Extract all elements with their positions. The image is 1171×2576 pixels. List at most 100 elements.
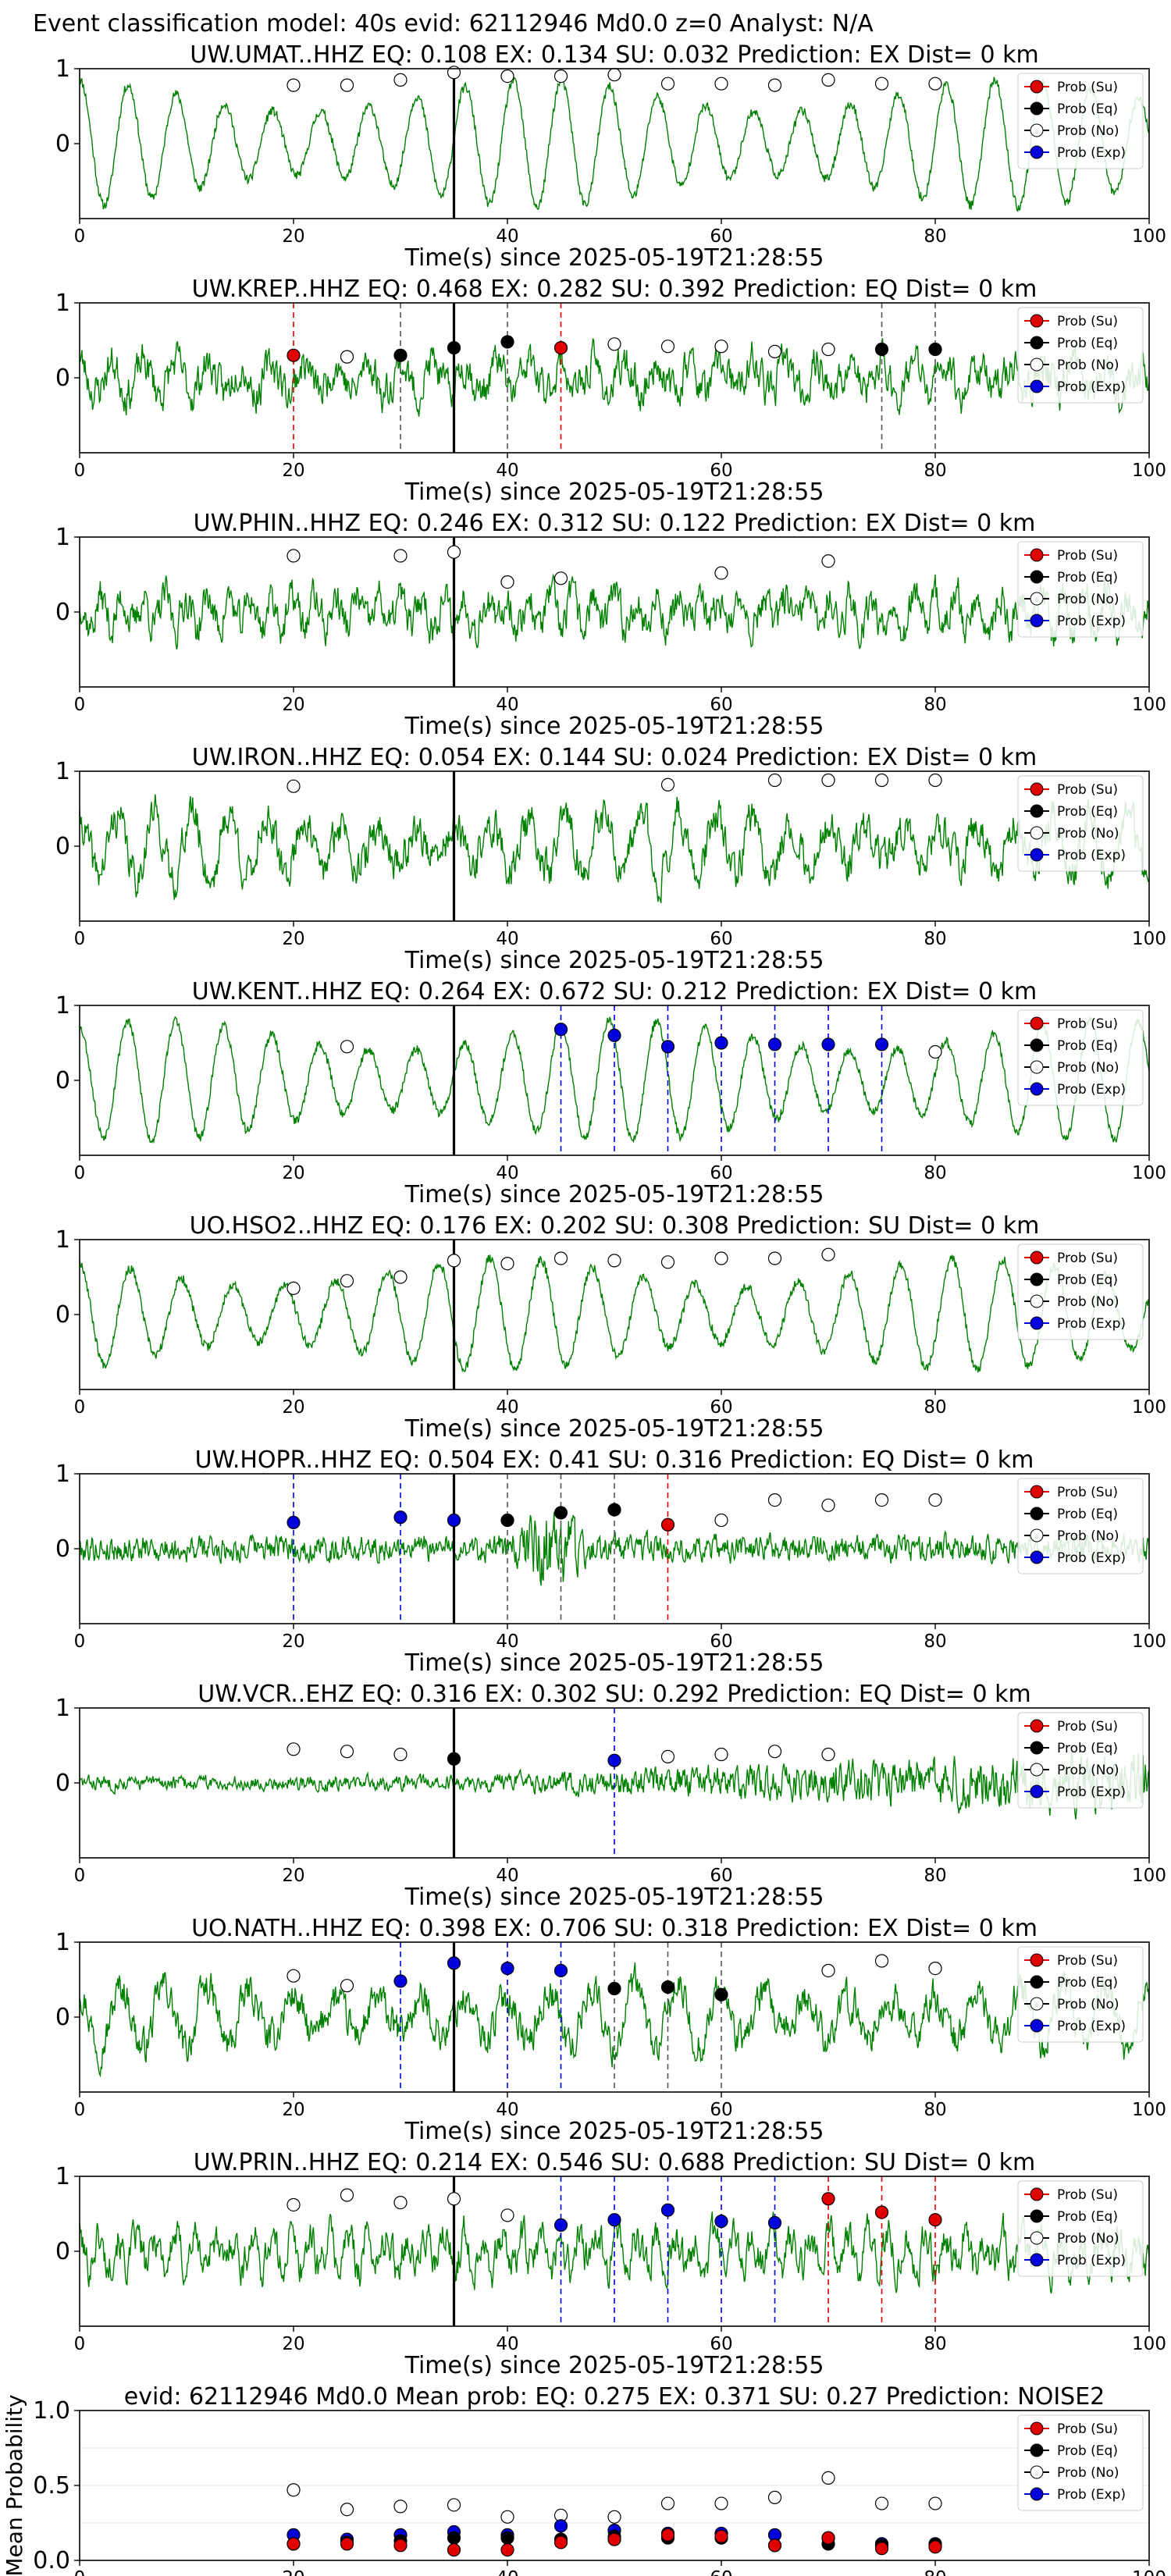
legend-label: Prob (Eq) bbox=[1057, 1272, 1118, 1288]
x-tick-label: 100 bbox=[1132, 2334, 1166, 2354]
plot-area bbox=[80, 303, 1149, 453]
y-tick-label: 1 bbox=[55, 1226, 70, 1254]
legend-label: Prob (Su) bbox=[1057, 2421, 1118, 2437]
mean-point bbox=[662, 2497, 674, 2510]
prob-point-exp bbox=[822, 1038, 835, 1051]
y-tick-label: 0 bbox=[55, 365, 70, 392]
legend-marker bbox=[1030, 1954, 1043, 1966]
y-tick-label: 0 bbox=[55, 1535, 70, 1563]
legend-label: Prob (No) bbox=[1057, 2231, 1119, 2247]
x-tick-label: 0 bbox=[74, 461, 86, 481]
legend-label: Prob (Eq) bbox=[1057, 2443, 1118, 2459]
prob-point-eq bbox=[715, 1988, 728, 2001]
legend-label: Prob (Exp) bbox=[1057, 379, 1126, 395]
legend-label: Prob (Exp) bbox=[1057, 1550, 1126, 1566]
y-tick-label: 1 bbox=[55, 55, 70, 83]
legend-label: Prob (Eq) bbox=[1057, 1038, 1118, 1054]
x-tick-label: 100 bbox=[1132, 2568, 1166, 2576]
legend-marker bbox=[1030, 80, 1043, 93]
mean-point bbox=[394, 2539, 407, 2552]
prob-point-su bbox=[822, 2193, 835, 2205]
legend-label: Prob (No) bbox=[1057, 592, 1119, 607]
x-tick-label: 80 bbox=[924, 2334, 946, 2354]
prob-point-exp bbox=[555, 1023, 568, 1036]
legend-label: Prob (Su) bbox=[1057, 782, 1118, 798]
legend-marker bbox=[1030, 1551, 1043, 1564]
legend-marker bbox=[1030, 1976, 1043, 1988]
legend-label: Prob (Exp) bbox=[1057, 2019, 1126, 2034]
x-tick-label: 80 bbox=[924, 2100, 946, 2120]
prob-point-no bbox=[876, 774, 888, 787]
legend-marker bbox=[1030, 827, 1043, 839]
mean-point bbox=[769, 2491, 781, 2503]
legend: Prob (Su) Prob (Eq) Prob (No) Prob (Exp) bbox=[1018, 308, 1143, 403]
prob-point-no bbox=[394, 2197, 407, 2209]
prob-point-exp bbox=[769, 2217, 781, 2229]
prob-point-exp bbox=[662, 1041, 674, 1053]
prob-point-no bbox=[608, 338, 621, 350]
mean-point bbox=[715, 2530, 728, 2542]
legend-label: Prob (No) bbox=[1057, 1997, 1119, 2012]
prob-point-eq bbox=[555, 1507, 568, 1519]
x-axis-label: Time(s) since 2025-05-19T21:28:55 bbox=[404, 1649, 824, 1677]
x-tick-label: 0 bbox=[74, 2568, 86, 2576]
plot-area bbox=[80, 69, 1149, 219]
prob-point-no bbox=[341, 2189, 354, 2201]
prob-point-eq bbox=[608, 1983, 621, 1995]
x-tick-label: 100 bbox=[1132, 226, 1166, 247]
prob-point-no bbox=[287, 2198, 300, 2211]
prob-point-no bbox=[662, 77, 674, 90]
legend-marker bbox=[1030, 1998, 1043, 2010]
x-tick-label: 20 bbox=[282, 1397, 304, 1418]
x-tick-label: 100 bbox=[1132, 1163, 1166, 1183]
x-tick-label: 80 bbox=[924, 695, 946, 715]
prob-point-exp bbox=[608, 1029, 621, 1041]
y-tick-label: 0 bbox=[55, 1067, 70, 1094]
prob-point-no bbox=[929, 1962, 941, 1975]
legend-marker bbox=[1030, 336, 1043, 349]
legend-marker bbox=[1030, 2488, 1043, 2500]
prob-point-no bbox=[822, 555, 835, 568]
prob-point-no bbox=[715, 1514, 728, 1527]
y-tick-label: 1 bbox=[55, 524, 70, 551]
y-tick-label: 0 bbox=[55, 2004, 70, 2031]
x-tick-label: 20 bbox=[282, 1866, 304, 1886]
x-tick-label: 80 bbox=[924, 2568, 946, 2576]
x-tick-label: 80 bbox=[924, 1163, 946, 1183]
mean-point bbox=[341, 2538, 354, 2550]
legend-marker bbox=[1030, 1742, 1043, 1754]
x-tick-label: 100 bbox=[1132, 1866, 1166, 1886]
legend-marker bbox=[1030, 358, 1043, 371]
prob-point-no bbox=[555, 572, 568, 585]
mean-point bbox=[608, 2510, 621, 2523]
legend: Prob (Su) Prob (Eq) Prob (No) Prob (Exp) bbox=[1018, 776, 1143, 871]
y-tick-label: 1 bbox=[55, 758, 70, 785]
prob-point-exp bbox=[715, 1037, 728, 1049]
prob-point-su bbox=[929, 2214, 941, 2226]
legend-label: Prob (Eq) bbox=[1057, 1741, 1118, 1756]
legend: Prob (Su) Prob (Eq) Prob (No) Prob (Exp) bbox=[1018, 1713, 1143, 1808]
mean-point bbox=[287, 2538, 300, 2550]
prob-point-eq bbox=[929, 343, 941, 356]
legend-label: Prob (No) bbox=[1057, 123, 1119, 139]
y-tick-label: 1.0 bbox=[33, 2397, 70, 2425]
prob-point-no bbox=[769, 79, 781, 91]
panel-title: UW.KREP..HHZ EQ: 0.468 EX: 0.282 SU: 0.3… bbox=[192, 276, 1038, 303]
x-tick-label: 100 bbox=[1132, 2100, 1166, 2120]
x-axis-label: Time(s) since 2025-05-19T21:28:55 bbox=[404, 1181, 824, 1208]
legend: Prob (Su) Prob (Eq) Prob (No) Prob (Exp) bbox=[1018, 542, 1143, 637]
panel-10: evid: 62112946 Md0.0 Mean prob: EQ: 0.27… bbox=[2, 2383, 1166, 2576]
y-axis-label: Mean Probability bbox=[2, 2394, 27, 2576]
prob-point-no bbox=[662, 1256, 674, 1268]
prob-point-exp bbox=[555, 1964, 568, 1976]
prob-point-no bbox=[608, 69, 621, 81]
prob-point-su bbox=[662, 1518, 674, 1531]
x-tick-label: 80 bbox=[924, 1631, 946, 1652]
x-axis-label: Time(s) since 2025-05-19T21:28:55 bbox=[404, 1884, 824, 1911]
legend-marker bbox=[1030, 783, 1043, 795]
panels: UW.UMAT..HHZ EQ: 0.108 EX: 0.134 SU: 0.0… bbox=[2, 41, 1166, 2576]
legend: Prob (Su) Prob (Eq) Prob (No) Prob (Exp) bbox=[1018, 1478, 1143, 1574]
panel-title: UW.VCR..EHZ EQ: 0.316 EX: 0.302 SU: 0.29… bbox=[198, 1681, 1030, 1708]
prob-point-no bbox=[822, 1749, 835, 1761]
prob-point-no bbox=[341, 1275, 354, 1287]
